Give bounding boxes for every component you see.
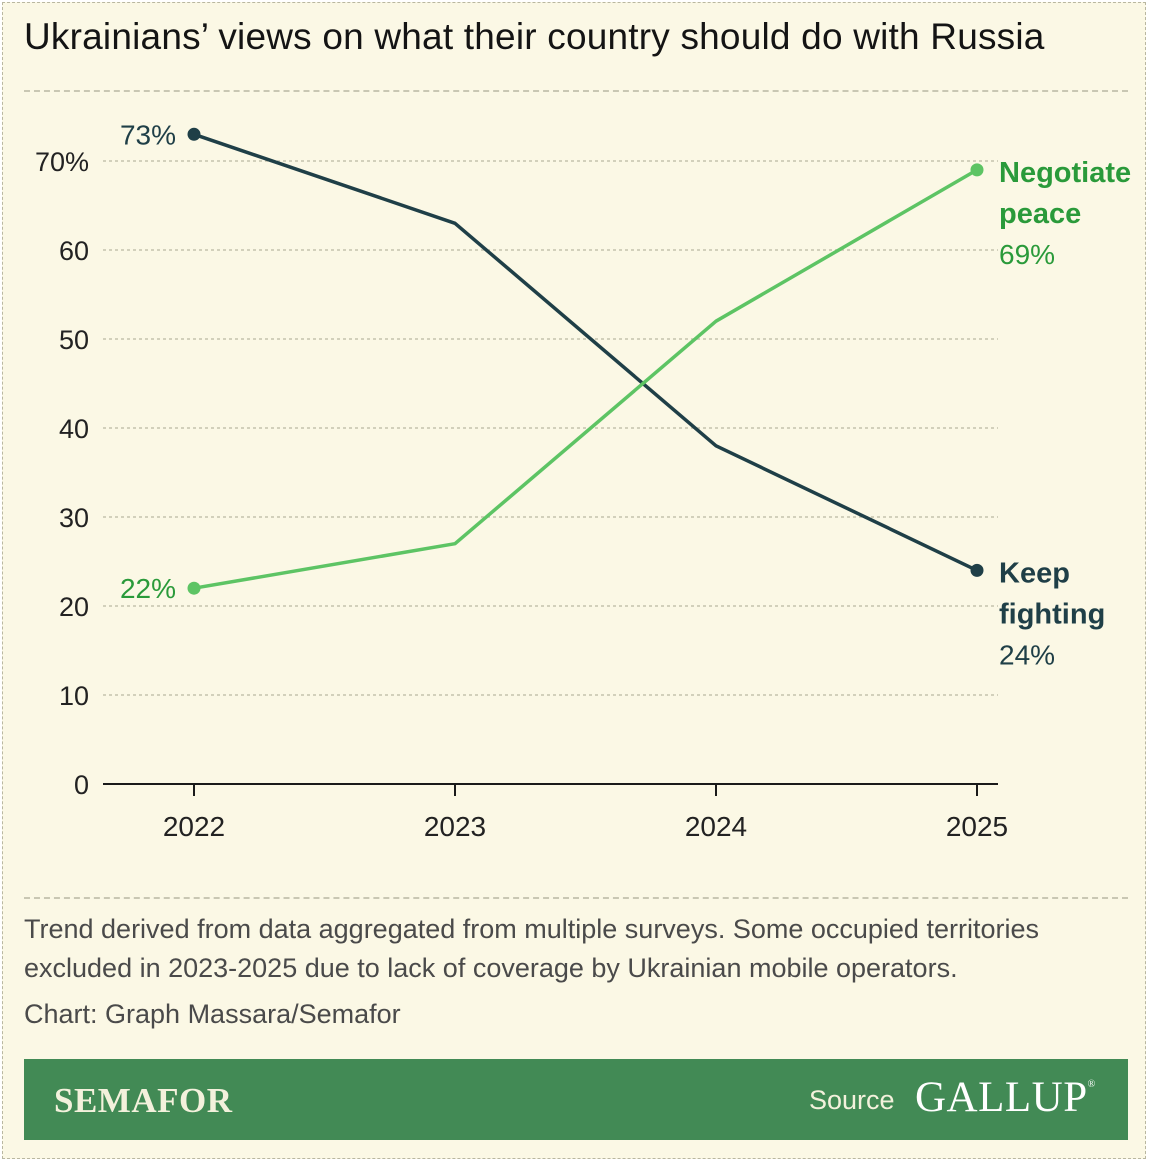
y-tick-label: 20 [59,592,89,622]
y-tick-label: 70% [35,147,89,177]
y-tick-label: 0 [74,770,89,800]
keep_fighting-line [193,132,978,572]
chart-title: Ukrainians’ views on what their country … [24,16,1045,57]
keep_fighting-series-name: Keep [999,557,1070,589]
gallup-logo: GALLUP® [915,1073,1096,1122]
chart-credit: Chart: Graph Massara/Semafor [24,999,401,1029]
top-divider [24,90,1128,92]
y-tick-label: 30 [59,503,89,533]
footer-bar: SEMAFOR Source GALLUP® [24,1059,1128,1140]
negotiate_peace-start-label: 22% [120,573,176,604]
registered-mark: ® [1087,1079,1096,1090]
bottom-divider [24,897,1128,899]
x-tick-label: 2023 [424,811,486,842]
keep_fighting-end-label: 24% [999,639,1055,670]
negotiate_peace-line [193,168,978,590]
keep_fighting-end-point [970,563,984,577]
negotiate_peace-end-label: 69% [999,239,1055,270]
keep_fighting-series-name: fighting [999,598,1105,630]
chart-note: Trend derived from data aggregated from … [24,914,1039,983]
negotiate_peace-start-point [187,581,201,595]
x-tick-label: 2024 [685,811,747,842]
y-tick-label: 60 [59,236,89,266]
semafor-logo: SEMAFOR [54,1081,233,1120]
negotiate_peace-series-name: Negotiate [999,157,1131,189]
y-tick-label: 10 [59,681,89,711]
negotiate_peace-series-name: peace [999,198,1081,230]
y-tick-label: 50 [59,325,89,355]
y-tick-label: 40 [59,414,89,444]
keep_fighting-start-point [187,127,201,141]
gallup-wordmark: GALLUP [915,1074,1088,1121]
x-tick-label: 2022 [163,811,225,842]
source-label: Source [809,1085,895,1115]
line-chart: 0 10 20 30 40 50 60 70% 2022 2023 2024 2025 73% Keep f… [35,119,1131,842]
keep_fighting-start-label: 73% [120,119,176,150]
negotiate_peace-end-point [970,163,984,177]
x-tick-label: 2025 [946,811,1008,842]
